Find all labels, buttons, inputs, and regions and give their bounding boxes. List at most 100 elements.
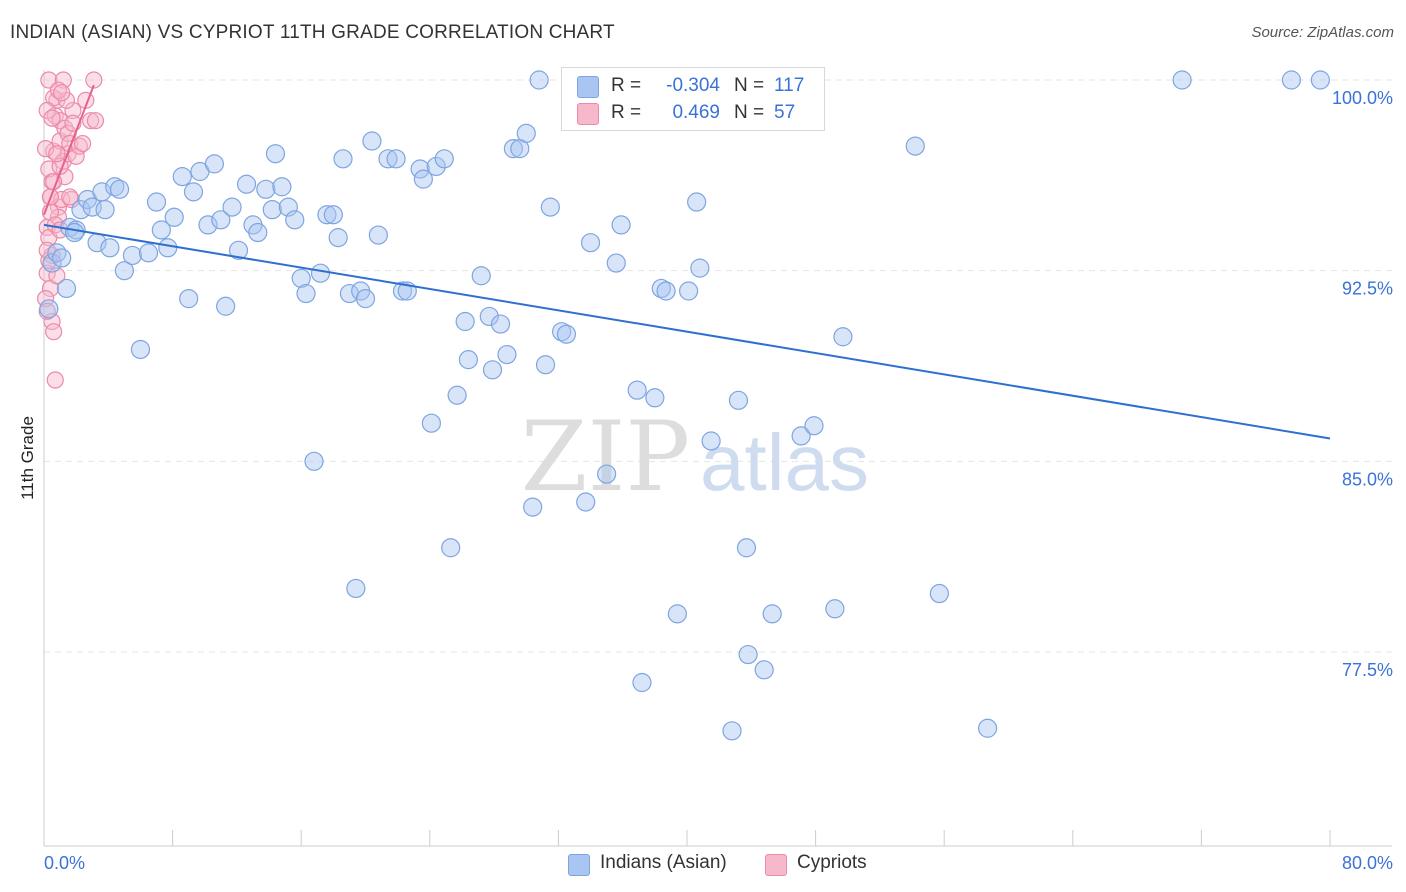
cypriots-point — [86, 112, 105, 130]
correlation-legend: R = -0.304 N = 117 R = 0.469 N = 57 — [561, 67, 825, 131]
indians-point — [323, 205, 343, 225]
indians-point — [523, 497, 543, 517]
indians-point — [413, 169, 433, 189]
indians-point — [1310, 70, 1330, 90]
cypriots-point — [82, 112, 100, 130]
watermark: ZIP atlas — [521, 401, 869, 513]
grid-lines — [44, 79, 1392, 653]
r-label: R = — [611, 75, 642, 96]
indians-point — [179, 289, 199, 309]
n-label: N = — [734, 75, 765, 96]
indians-point — [362, 131, 382, 151]
indians-point — [576, 492, 596, 512]
indians-point — [122, 245, 143, 266]
indians-point — [183, 182, 204, 202]
indians-point — [272, 177, 292, 197]
indians-point — [833, 327, 853, 347]
cypriots-point — [48, 145, 66, 163]
indians-point — [71, 200, 91, 220]
indians-point — [667, 604, 687, 624]
indians-point — [597, 464, 617, 484]
indians-point — [722, 721, 742, 741]
indians-point — [627, 380, 647, 400]
indians-point — [447, 385, 467, 405]
indians-point — [791, 426, 811, 446]
legend-swatch-cypriots — [577, 103, 599, 125]
indians-point — [333, 149, 353, 169]
y-tick-label: 100.0% — [1332, 88, 1393, 108]
cypriots-point — [61, 188, 79, 206]
indians-point — [39, 299, 59, 319]
indians-point — [204, 154, 224, 174]
indians-point — [228, 240, 249, 260]
indians-point — [386, 149, 406, 169]
indians-point — [529, 70, 549, 90]
n-value: 117 — [774, 75, 805, 96]
indians-point — [198, 215, 218, 235]
indians-point — [482, 360, 503, 380]
indians-point — [762, 604, 782, 624]
indians-trend-line — [43, 223, 1331, 440]
legend-swatch-cypriots — [765, 854, 787, 876]
indians-point — [291, 268, 311, 288]
indians-point — [248, 222, 268, 243]
cypriots-point — [53, 84, 71, 102]
indians-point — [368, 225, 388, 245]
x-tick-label-min: 0.0% — [44, 853, 85, 873]
indians-point — [754, 660, 774, 680]
y-tick-label: 85.0% — [1342, 469, 1393, 489]
indians-point — [606, 253, 626, 273]
indians-point — [95, 200, 115, 220]
indians-point — [535, 355, 556, 375]
cypriots-point — [49, 81, 68, 99]
indians-point — [64, 222, 85, 243]
axes — [43, 70, 1392, 847]
legend-row-cypriots: R = 0.469 N = 57 — [562, 99, 824, 127]
indians-point — [497, 344, 517, 365]
indians-point — [421, 413, 442, 433]
cypriots-point — [85, 71, 103, 89]
indians-point — [580, 233, 601, 253]
n-value: 57 — [774, 102, 796, 123]
indians-points — [39, 70, 1330, 741]
indians-point — [355, 289, 376, 309]
indians-point — [392, 281, 413, 301]
r-label: R = — [611, 102, 642, 123]
indians-point — [310, 263, 331, 283]
indians-point — [304, 451, 324, 471]
indians-point — [701, 431, 721, 451]
indians-point — [804, 416, 824, 436]
indians-point — [296, 283, 316, 304]
legend-row-indians: R = -0.304 N = 117 — [562, 72, 824, 100]
indians-point — [736, 538, 757, 558]
chart-title: INDIAN (ASIAN) VS CYPRIOT 11TH GRADE COR… — [10, 22, 615, 43]
indians-point — [211, 210, 231, 230]
indians-point — [632, 672, 652, 693]
indians-point — [222, 197, 242, 217]
x-tick-label-max: 80.0% — [1342, 853, 1393, 873]
r-value: 0.469 — [672, 102, 720, 123]
indians-point — [905, 136, 925, 156]
indians-point — [540, 197, 560, 217]
cypriots-point — [64, 101, 82, 120]
legend-swatch-indians — [568, 854, 590, 876]
indians-point — [611, 215, 631, 235]
indians-point — [158, 238, 178, 258]
indians-point — [1172, 70, 1192, 90]
cypriots-point — [62, 190, 80, 209]
indians-point — [151, 220, 171, 240]
n-label: N = — [734, 102, 765, 123]
watermark-atlas: atlas — [700, 418, 869, 507]
indians-point — [929, 583, 949, 604]
indians-point — [138, 243, 159, 263]
indians-point — [317, 205, 337, 225]
series-legend: Indians (Asian) Cypriots — [0, 851, 1406, 877]
tick-labels: 77.5% 85.0% 92.5% 100.0% 0.0% 80.0% — [44, 88, 1393, 873]
indians-point — [738, 644, 758, 665]
indians-point — [285, 210, 305, 230]
indians-point — [378, 149, 398, 169]
indians-point — [42, 253, 62, 273]
indians-point — [490, 314, 511, 334]
indians-point — [455, 311, 475, 332]
